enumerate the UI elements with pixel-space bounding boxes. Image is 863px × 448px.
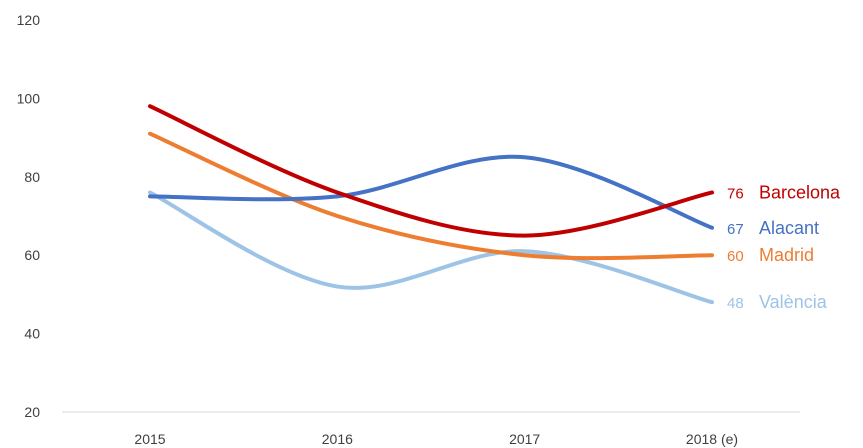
series-name-label: Barcelona [759, 182, 841, 202]
series-line-alacant [148, 154, 714, 230]
series-line-valencia [148, 190, 714, 305]
x-tick-label: 2016 [322, 431, 353, 447]
x-tick-label: 2018 (e) [686, 431, 738, 447]
series-name-label: Madrid [759, 245, 814, 265]
y-tick-label: 40 [24, 326, 40, 342]
y-tick-label: 100 [17, 90, 41, 106]
end-value-label: 76 [727, 185, 744, 202]
end-value-label: 48 [727, 295, 744, 312]
series-lines [148, 104, 714, 305]
x-tick-label: 2015 [134, 431, 165, 447]
end-value-label: 60 [727, 248, 744, 265]
end-labels: 76 Barcelona 67 Alacant 60 Madrid 48 València [727, 182, 841, 312]
x-tick-label: 2017 [509, 431, 540, 447]
y-axis: 20 40 60 80 100 120 [17, 12, 41, 420]
series-line-madrid [148, 131, 714, 261]
series-line-barcelona [148, 104, 714, 238]
y-tick-label: 60 [24, 247, 40, 263]
x-axis: 2015 2016 2017 2018 (e) [134, 431, 738, 447]
series-name-label: València [759, 292, 828, 312]
series-name-label: Alacant [759, 218, 819, 238]
end-value-label: 67 [727, 221, 744, 238]
y-tick-label: 20 [24, 404, 40, 420]
y-tick-label: 120 [17, 12, 41, 28]
y-tick-label: 80 [24, 169, 40, 185]
